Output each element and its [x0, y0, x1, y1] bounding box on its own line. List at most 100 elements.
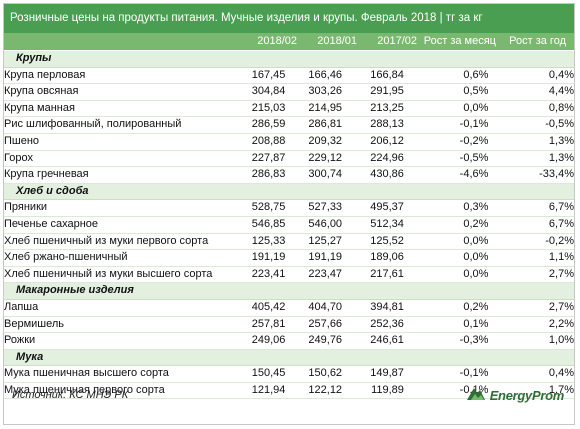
table-row: Хлеб ржано-пшеничный 191,19 191,19 189,06 0,… [4, 249, 574, 267]
column-header-row: 2018/02 2018/01 2017/02 Рост за месяц Ро… [4, 33, 574, 50]
table-row: Лапша 405,42 404,70 394,81 0,2% 2,7% [4, 299, 574, 317]
table-row: Крупа овсяная 304,84 303,26 291,95 0,5% 4,4% [4, 83, 574, 101]
value-cell: 125,33 [230, 233, 286, 251]
value-cell: 291,95 [342, 83, 404, 101]
value-cell: 2,2% [488, 316, 574, 334]
value-cell: 0,5% [403, 83, 489, 101]
value-cell: 1,1% [488, 249, 574, 267]
value-cell: 0,0% [403, 233, 489, 251]
price-table-panel: Розничные цены на продукты питания. Мучн… [3, 3, 575, 425]
value-cell: -0,1% [403, 365, 489, 383]
value-cell: 4,4% [488, 83, 574, 101]
value-cell: 246,61 [342, 332, 404, 350]
column-header-2018-02: 2018/02 [257, 35, 297, 47]
column-header-year-growth: Рост за год [509, 35, 566, 47]
value-cell: 304,84 [230, 83, 286, 101]
product-name-cell: Мука пшеничная первого сорта [4, 382, 231, 400]
category-row: Крупы [4, 51, 574, 68]
value-cell: 166,84 [342, 67, 404, 85]
table-row: Горох 227,87 229,12 224,96 -0,5% 1,3% [4, 150, 574, 168]
value-cell: 430,86 [342, 166, 404, 184]
value-cell: -33,4% [488, 166, 574, 184]
product-name-cell: Лапша [4, 299, 231, 317]
value-cell: 149,87 [342, 365, 404, 383]
value-cell: 512,34 [342, 216, 404, 234]
value-cell: 191,19 [285, 249, 343, 267]
value-cell: 223,41 [230, 266, 286, 284]
table-row: Крупа манная 215,03 214,95 213,25 0,0% 0,8% [4, 100, 574, 118]
value-cell: 546,00 [285, 216, 343, 234]
value-cell: 189,06 [342, 249, 404, 267]
value-cell: 288,13 [342, 116, 404, 134]
brand-logo: EnergyProm [465, 384, 564, 406]
table-row: Мука пшеничная высшего сорта 150,45 150,62… [4, 365, 574, 383]
value-cell: 0,6% [403, 67, 489, 85]
value-cell: 167,45 [230, 67, 286, 85]
value-cell: 0,8% [488, 100, 574, 118]
column-header-month-growth: Рост за месяц [423, 35, 496, 47]
value-cell: 249,76 [285, 332, 343, 350]
product-name-cell: Пряники [4, 199, 231, 217]
product-name-cell: Рис шлифованный, полированный [4, 116, 231, 134]
value-cell: 0,0% [403, 100, 489, 118]
brand-name: EnergyProm [489, 387, 565, 403]
value-cell: 229,12 [285, 150, 343, 168]
value-cell: 214,95 [285, 100, 343, 118]
value-cell: 122,12 [285, 382, 343, 400]
table-row: Рис шлифованный, полированный 286,59 286,8… [4, 116, 574, 134]
value-cell: 150,45 [230, 365, 286, 383]
value-cell: -0,5% [488, 116, 574, 134]
value-cell: -0,2% [403, 133, 489, 151]
value-cell: 0,4% [488, 365, 574, 383]
value-cell: 257,66 [285, 316, 343, 334]
value-cell: 286,59 [230, 116, 286, 134]
value-cell: 223,47 [285, 266, 343, 284]
table-row: Мука пшеничная первого сорта 121,94 122,12… [4, 382, 574, 400]
table-row: Пряники 528,75 527,33 495,37 0,3% 6,7% [4, 199, 574, 217]
category-row: Макаронные изделия [4, 282, 574, 300]
value-cell: 286,81 [285, 116, 343, 134]
category-row: Мука [4, 349, 574, 367]
value-cell: 0,1% [403, 316, 489, 334]
table-row: Хлеб пшеничный из муки высшего сорта 223,… [4, 266, 574, 284]
value-cell: 257,81 [230, 316, 286, 334]
value-cell: 227,87 [230, 150, 286, 168]
value-cell: 249,06 [230, 332, 286, 350]
value-cell: 0,3% [403, 199, 489, 217]
value-cell: 215,03 [230, 100, 286, 118]
value-cell: 1,3% [488, 133, 574, 151]
column-header-2018-01: 2018/01 [317, 35, 357, 47]
category-label: Макаронные изделия [4, 282, 574, 300]
value-cell: 224,96 [342, 150, 404, 168]
value-cell: 121,94 [230, 382, 286, 400]
product-name-cell: Крупа перловая [4, 67, 231, 85]
value-cell: 0,2% [403, 299, 489, 317]
product-name-cell: Пшено [4, 133, 231, 151]
category-row: Хлеб и сдоба [4, 183, 574, 201]
product-name-cell: Хлеб ржано-пшеничный [4, 249, 231, 267]
product-name-cell: Крупа манная [4, 100, 231, 118]
column-header-2017-02: 2017/02 [377, 35, 417, 47]
source-note: Источник: КС МНЭ РК [12, 389, 129, 401]
table-row: Крупа перловая 167,45 166,46 166,84 0,6% 0,4% [4, 67, 574, 85]
product-name-cell: Крупа гречневая [4, 166, 231, 184]
table-row: Печенье сахарное 546,85 546,00 512,34 0,2% 6,… [4, 216, 574, 234]
category-label: Хлеб и сдоба [4, 183, 574, 201]
value-cell: -0,3% [403, 332, 489, 350]
value-cell: 119,89 [342, 382, 404, 400]
value-cell: 213,25 [342, 100, 404, 118]
value-cell: 1,0% [488, 332, 574, 350]
product-name-cell: Мука пшеничная высшего сорта [4, 365, 231, 383]
value-cell: -0,2% [488, 233, 574, 251]
value-cell: 0,2% [403, 216, 489, 234]
value-cell: 286,83 [230, 166, 286, 184]
value-cell: 209,32 [285, 133, 343, 151]
value-cell: 404,70 [285, 299, 343, 317]
value-cell: -0,1% [403, 116, 489, 134]
value-cell: 300,74 [285, 166, 343, 184]
product-name-cell: Горох [4, 150, 231, 168]
table-row: Вермишель 257,81 257,66 252,36 0,1% 2,2% [4, 316, 574, 334]
table-row: Пшено 208,88 209,32 206,12 -0,2% 1,3% [4, 133, 574, 151]
category-label: Крупы [4, 51, 574, 68]
value-cell: 527,33 [285, 199, 343, 217]
